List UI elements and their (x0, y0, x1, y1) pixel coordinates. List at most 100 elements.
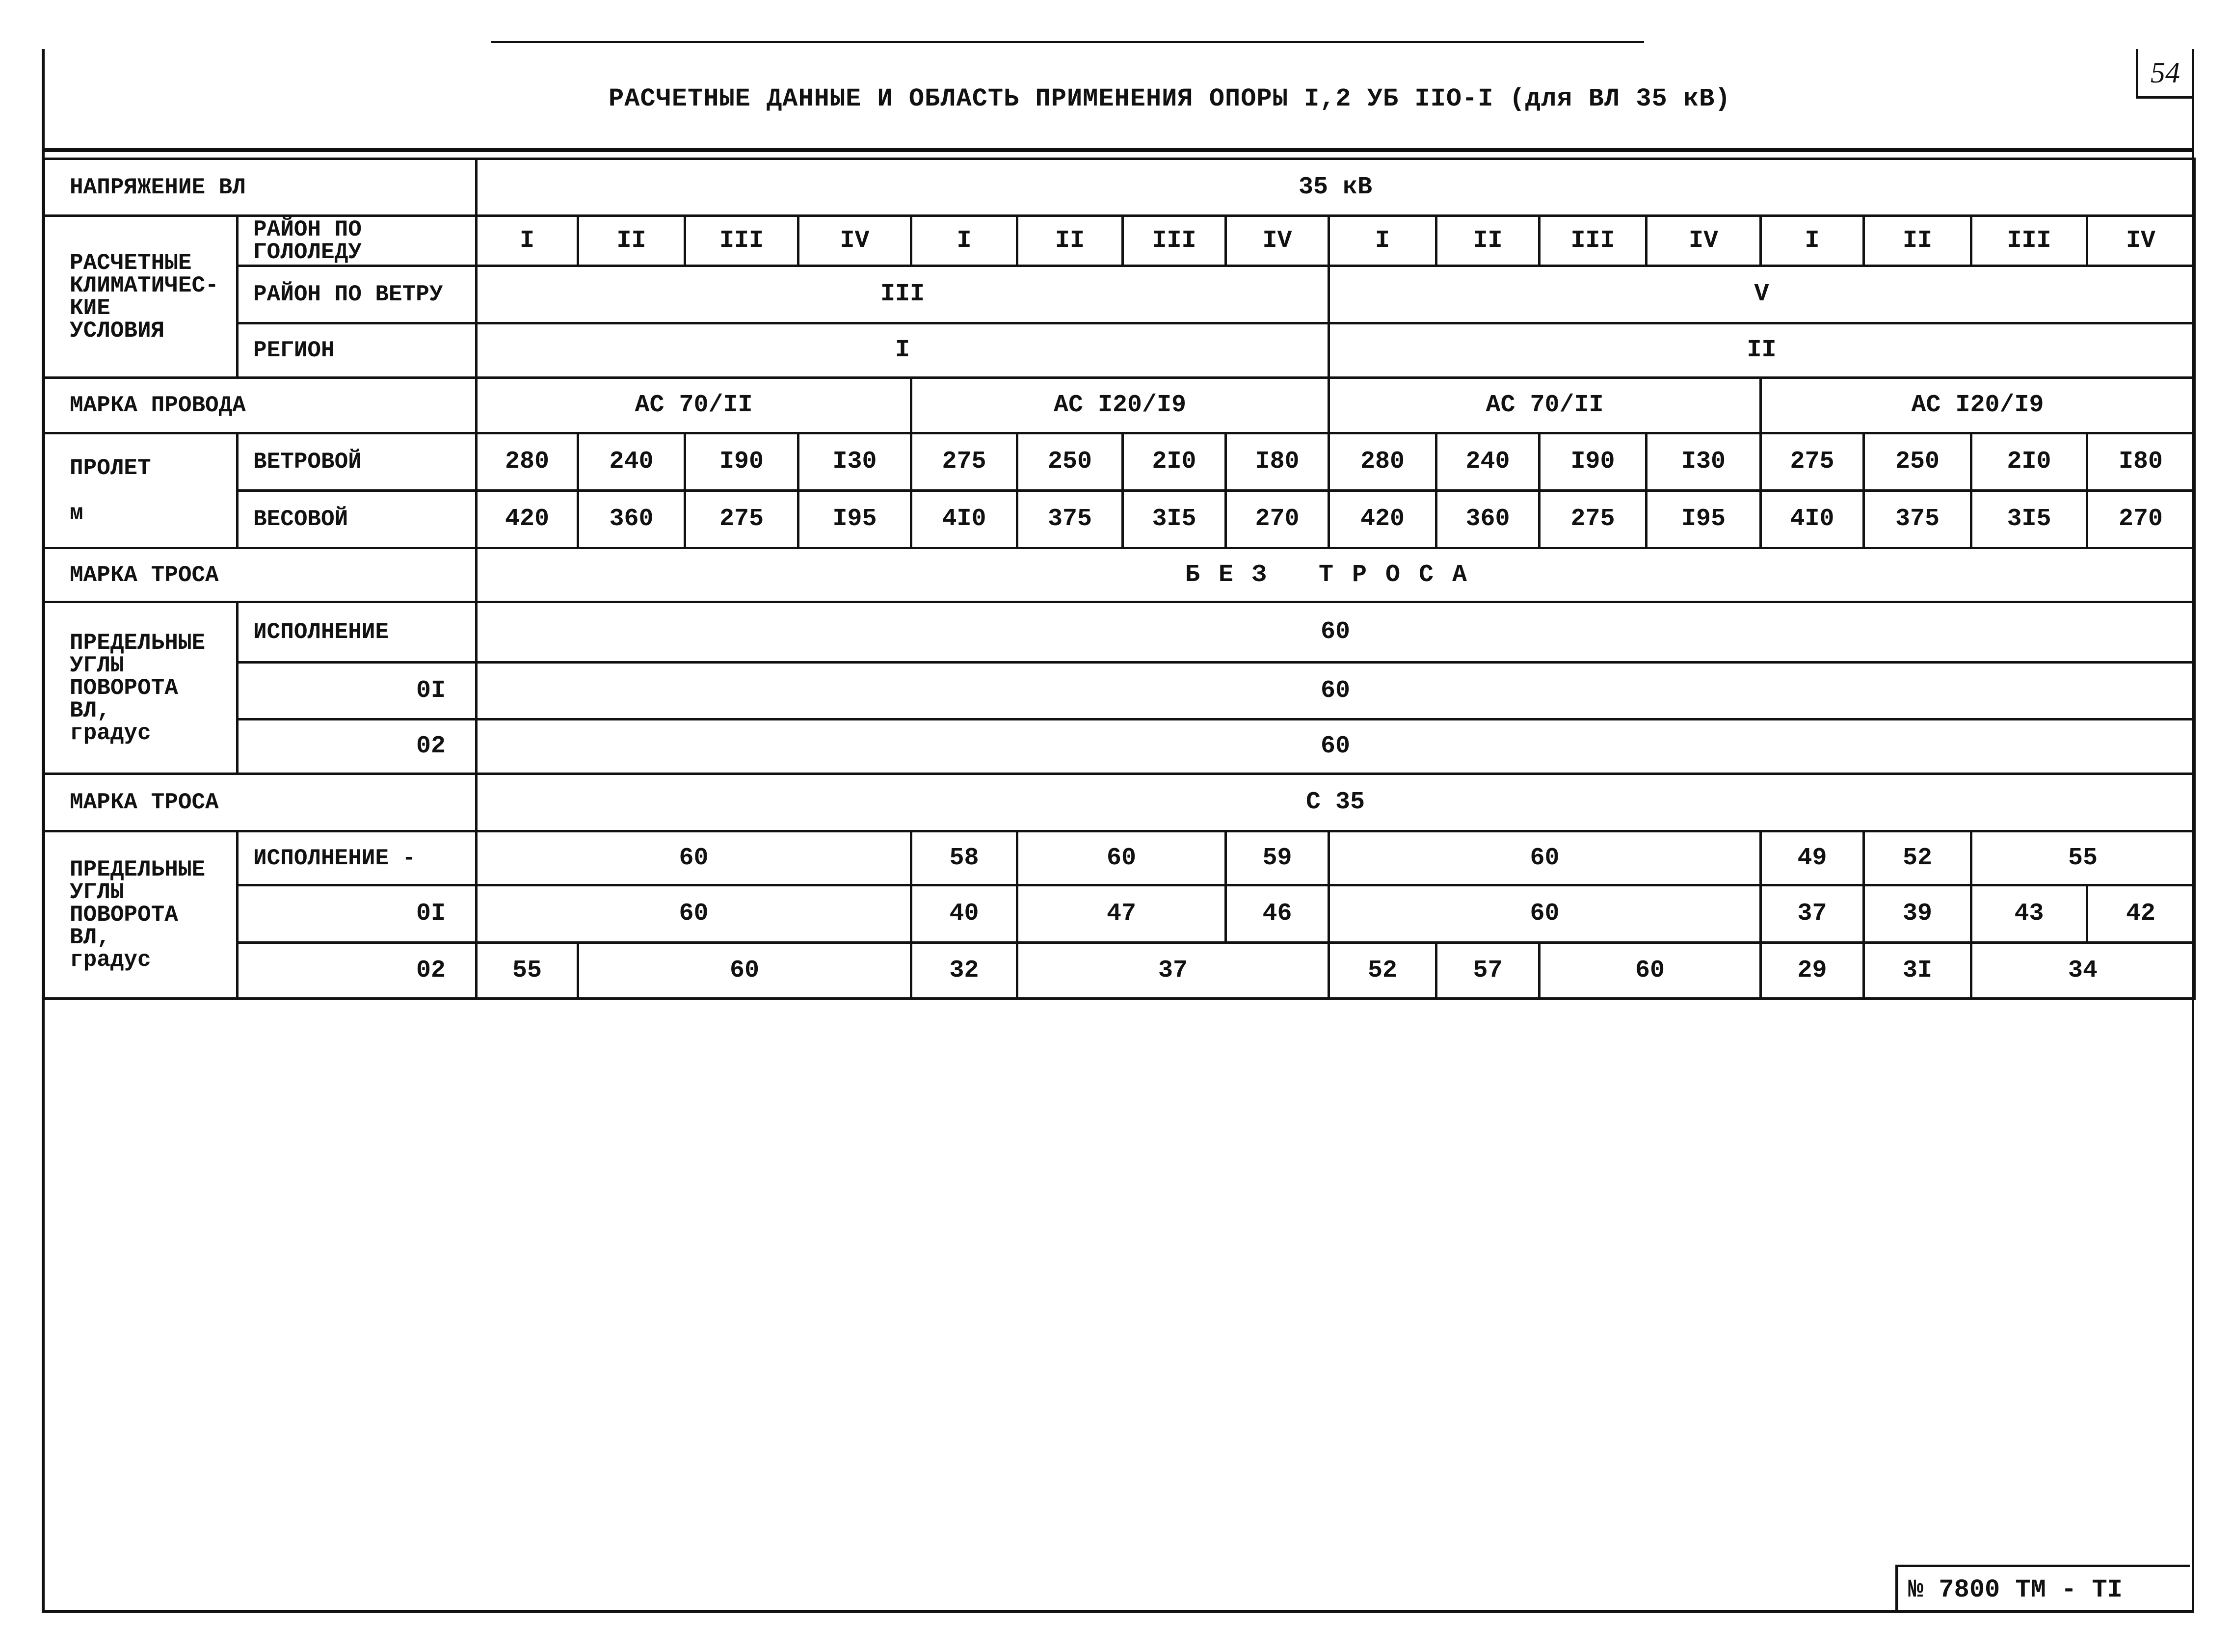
table-cell: 55 (475, 941, 580, 1000)
table-cell: 60 (475, 601, 2196, 664)
table-cell: АС 70/II (475, 376, 913, 434)
table-cell: I80 (2086, 432, 2196, 492)
document-stamp: № 7800 ТМ - ТI (1895, 1565, 2190, 1611)
row-cable-brand-1: МАРКА ТРОСА БЕЗ ТРОСА (42, 547, 2196, 603)
table-cell: 2I0 (1121, 432, 1227, 492)
table-cell: 58 (910, 830, 1019, 886)
table-cell: 42 (2086, 884, 2196, 944)
table-cell: 39 (1862, 884, 1973, 944)
table-cell: 60 (1016, 830, 1227, 886)
row-span-weight: ВЕСОВОЙ 420 360 275 I95 4I0 375 3I5 270 420 360 275… (44, 489, 2196, 549)
frame-left-border (42, 49, 45, 1612)
table-cell: I90 (684, 432, 800, 492)
table-cell: 275 (684, 489, 800, 549)
table-cell: 360 (1435, 489, 1541, 549)
table-cell: 270 (1224, 489, 1330, 549)
table-cell: 420 (1328, 489, 1438, 549)
table-cell: АС 70/II (1328, 376, 1762, 434)
table-cell: II (577, 214, 687, 267)
table-cell: 2I0 (1970, 432, 2089, 492)
row-label: 02 (236, 718, 478, 775)
row-label: МАРКА ТРОСА (42, 773, 478, 832)
table-cell: I (1328, 214, 1438, 267)
row-label: ПРЕДЕЛЬНЫЕ УГЛЫ ПОВОРОТА ВЛ, градус (43, 601, 239, 775)
table-cell: 240 (1435, 432, 1541, 492)
row-voltage: НАПРЯЖЕНИЕ ВЛ 35 кВ (42, 158, 2196, 217)
table-cell: БЕЗ ТРОСА (475, 547, 2196, 603)
table-cell: I80 (1224, 432, 1330, 492)
table-cell: 60 (475, 661, 2196, 720)
row-label: ВЕТРОВОЙ (236, 432, 478, 492)
table-cell: 60 (475, 718, 2196, 775)
row-ice-district: РАСЧЕТНЫЕ КЛИМАТИЧЕС- КИЕ УСЛОВИЯ РАЙОН П… (43, 214, 2196, 379)
table-cell: 4I0 (1759, 489, 1865, 549)
design-data-table: НАПРЯЖЕНИЕ ВЛ 35 кВ РАСЧЕТНЫЕ КЛИМАТИЧЕС- … (42, 158, 2196, 1000)
table-cell: 4I0 (910, 489, 1019, 549)
top-edge-line (491, 41, 1644, 43)
table-cell: II (1016, 214, 1124, 267)
row-wind-district: РАЙОН ПО ВЕТРУ III V (44, 265, 2196, 324)
table-cell: IV (2086, 214, 2196, 267)
row-label: ВЕСОВОЙ (236, 489, 478, 549)
table-cell: II (1862, 214, 1973, 267)
row-angle-1-01: 0I 60 (44, 661, 2196, 720)
table-cell: I95 (797, 489, 913, 549)
table-cell: III (1970, 214, 2089, 267)
table-cell: 375 (1862, 489, 1973, 549)
table-cell: IV (797, 214, 913, 267)
row-label: ПРЕДЕЛЬНЫЕ УГЛЫ ПОВОРОТА ВЛ, градус (43, 830, 239, 1000)
page-number: 54 (2136, 49, 2192, 99)
row-wire-brand: МАРКА ПРОВОДА АС 70/II АС I20/I9 АС 70/II АС… (42, 376, 2196, 434)
row-angle-2-02: 02 55 60 32 37 52 57 60 29 3I 34 (44, 941, 2196, 1000)
table-cell: 275 (1538, 489, 1648, 549)
table-cell: 59 (1224, 830, 1330, 886)
row-angle-2-exec: ПРЕДЕЛЬНЫЕ УГЛЫ ПОВОРОТА ВЛ, градус ИСПОЛ… (43, 830, 2196, 1000)
table-cell: 60 (577, 941, 913, 1000)
table-cell: 37 (1016, 941, 1330, 1000)
row-label: ИСПОЛНЕНИЕ (236, 601, 478, 664)
row-label: МАРКА ПРОВОДА (42, 376, 478, 434)
table-cell: 52 (1862, 830, 1973, 886)
row-label: 02 (236, 941, 478, 1000)
table-cell: 60 (475, 830, 913, 886)
title-divider (43, 148, 2193, 152)
table-cell: III (1121, 214, 1227, 267)
table-cell: V (1328, 265, 2196, 324)
row-label: НАПРЯЖЕНИЕ ВЛ (42, 158, 478, 217)
table-cell: 375 (1016, 489, 1124, 549)
table-cell: 275 (910, 432, 1019, 492)
row-label: МАРКА ТРОСА (42, 547, 478, 603)
table-cell: 250 (1016, 432, 1124, 492)
table-cell: 46 (1224, 884, 1330, 944)
table-cell: 250 (1862, 432, 1973, 492)
row-cable-brand-2: МАРКА ТРОСА С 35 (42, 773, 2196, 832)
table-cell: III (1538, 214, 1648, 267)
table-cell: IV (1645, 214, 1762, 267)
frame-bottom-border (42, 1610, 2194, 1613)
table-cell: 47 (1016, 884, 1227, 944)
row-span-wind: ПРОЛЕТ м ВЕТРОВОЙ 280 240 I90 I30 275 250 2I0 I80… (43, 432, 2196, 549)
table-cell: 60 (475, 884, 913, 944)
table-cell: 240 (577, 432, 687, 492)
table-cell: 3I5 (1121, 489, 1227, 549)
row-label: ПРОЛЕТ м (43, 432, 239, 549)
row-label: РАСЧЕТНЫЕ КЛИМАТИЧЕС- КИЕ УСЛОВИЯ (43, 214, 239, 379)
table-cell: III (475, 265, 1330, 324)
row-label: 0I (236, 661, 478, 720)
row-label: ИСПОЛНЕНИЕ - (236, 830, 478, 886)
table-cell: I (475, 322, 1330, 379)
row-angle-1-exec: ПРЕДЕЛЬНЫЕ УГЛЫ ПОВОРОТА ВЛ, градус ИСПОЛ… (43, 601, 2196, 775)
table-cell: 275 (1759, 432, 1865, 492)
table-cell: 52 (1328, 941, 1438, 1000)
table-cell: II (1328, 322, 2196, 379)
table-cell: 360 (577, 489, 687, 549)
table-cell: С 35 (475, 773, 2196, 832)
table-cell: 57 (1435, 941, 1541, 1000)
row-label: 0I (236, 884, 478, 944)
table-cell: 49 (1759, 830, 1865, 886)
table-cell: IV (1224, 214, 1330, 267)
table-cell: АС I20/I9 (1759, 376, 2196, 434)
table-cell: I30 (1645, 432, 1762, 492)
row-label: РАЙОН ПО ГОЛОЛЕДУ (236, 214, 478, 267)
table-cell: I90 (1538, 432, 1648, 492)
